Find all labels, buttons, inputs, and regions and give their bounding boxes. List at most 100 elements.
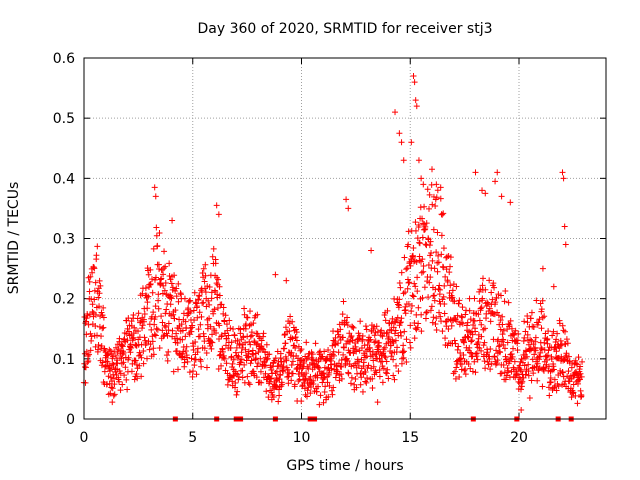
data-point bbox=[167, 293, 174, 300]
data-point bbox=[420, 268, 427, 275]
data-point bbox=[203, 364, 210, 371]
data-point bbox=[319, 379, 326, 386]
data-point bbox=[153, 232, 160, 239]
data-point bbox=[461, 339, 468, 346]
data-point bbox=[174, 366, 181, 373]
data-point bbox=[436, 309, 443, 316]
data-point bbox=[420, 181, 427, 188]
data-point bbox=[288, 377, 295, 384]
data-point bbox=[437, 195, 444, 202]
data-point bbox=[518, 368, 525, 375]
data-point bbox=[453, 318, 460, 325]
data-point bbox=[400, 290, 407, 297]
data-point bbox=[111, 381, 118, 388]
data-point bbox=[469, 331, 476, 338]
data-point bbox=[159, 319, 166, 326]
data-point bbox=[384, 307, 391, 314]
data-point bbox=[570, 381, 577, 388]
data-point bbox=[524, 319, 531, 326]
data-point bbox=[315, 364, 322, 371]
data-point bbox=[373, 369, 380, 376]
data-point bbox=[121, 372, 128, 379]
data-point bbox=[414, 288, 421, 295]
data-point bbox=[440, 210, 447, 217]
data-point bbox=[382, 317, 389, 324]
data-point bbox=[185, 298, 192, 305]
data-point bbox=[390, 324, 397, 331]
data-point bbox=[153, 224, 160, 231]
data-point bbox=[289, 335, 296, 342]
data-point bbox=[498, 292, 505, 299]
data-point bbox=[280, 368, 287, 375]
data-point bbox=[196, 293, 203, 300]
data-point bbox=[330, 384, 337, 391]
data-point bbox=[426, 279, 433, 286]
data-point bbox=[189, 373, 196, 380]
data-point bbox=[263, 388, 270, 395]
data-point bbox=[397, 329, 404, 336]
data-point bbox=[436, 298, 443, 305]
data-point bbox=[441, 300, 448, 307]
data-point bbox=[396, 302, 403, 309]
data-point bbox=[200, 265, 207, 272]
data-point bbox=[447, 316, 454, 323]
data-point bbox=[519, 378, 526, 385]
data-point bbox=[522, 328, 529, 335]
data-point bbox=[277, 372, 284, 379]
data-point bbox=[122, 364, 129, 371]
data-point bbox=[532, 334, 539, 341]
data-point bbox=[257, 368, 264, 375]
data-point bbox=[404, 276, 411, 283]
data-point bbox=[380, 365, 387, 372]
y-tick-label: 0.1 bbox=[53, 352, 75, 368]
data-point bbox=[212, 260, 219, 267]
data-point bbox=[429, 257, 436, 264]
data-point bbox=[350, 324, 357, 331]
data-point bbox=[285, 373, 292, 380]
data-point bbox=[416, 239, 423, 246]
data-point bbox=[497, 326, 504, 333]
data-point bbox=[561, 356, 568, 363]
data-point bbox=[392, 318, 399, 325]
data-point bbox=[151, 331, 158, 338]
data-point bbox=[245, 379, 252, 386]
data-point bbox=[129, 360, 136, 367]
data-point bbox=[526, 394, 533, 401]
data-point bbox=[134, 315, 141, 322]
data-point bbox=[138, 354, 145, 361]
data-point bbox=[329, 351, 336, 358]
data-point bbox=[492, 178, 499, 185]
data-point bbox=[551, 376, 558, 383]
data-point bbox=[493, 294, 500, 301]
data-point bbox=[369, 375, 376, 382]
data-point bbox=[88, 337, 95, 344]
data-point bbox=[185, 305, 192, 312]
data-point bbox=[303, 370, 310, 377]
data-point bbox=[514, 347, 521, 354]
data-point bbox=[358, 374, 365, 381]
data-point bbox=[402, 289, 409, 296]
data-point bbox=[487, 366, 494, 373]
data-point bbox=[467, 365, 474, 372]
data-point bbox=[291, 342, 298, 349]
data-point bbox=[541, 346, 548, 353]
data-point bbox=[140, 360, 147, 367]
data-point bbox=[227, 325, 234, 332]
data-point bbox=[432, 202, 439, 209]
data-point bbox=[500, 362, 507, 369]
data-point bbox=[215, 211, 222, 218]
data-point bbox=[396, 130, 403, 137]
data-point bbox=[414, 274, 421, 281]
data-point bbox=[258, 379, 265, 386]
data-point bbox=[95, 341, 102, 348]
data-point bbox=[266, 351, 273, 358]
data-point bbox=[419, 215, 426, 222]
data-point bbox=[176, 351, 183, 358]
data-point bbox=[552, 344, 559, 351]
data-point bbox=[435, 252, 442, 259]
data-point bbox=[538, 306, 545, 313]
data-point bbox=[214, 304, 221, 311]
data-point bbox=[438, 318, 445, 325]
data-point bbox=[568, 375, 575, 382]
data-point bbox=[415, 320, 422, 327]
